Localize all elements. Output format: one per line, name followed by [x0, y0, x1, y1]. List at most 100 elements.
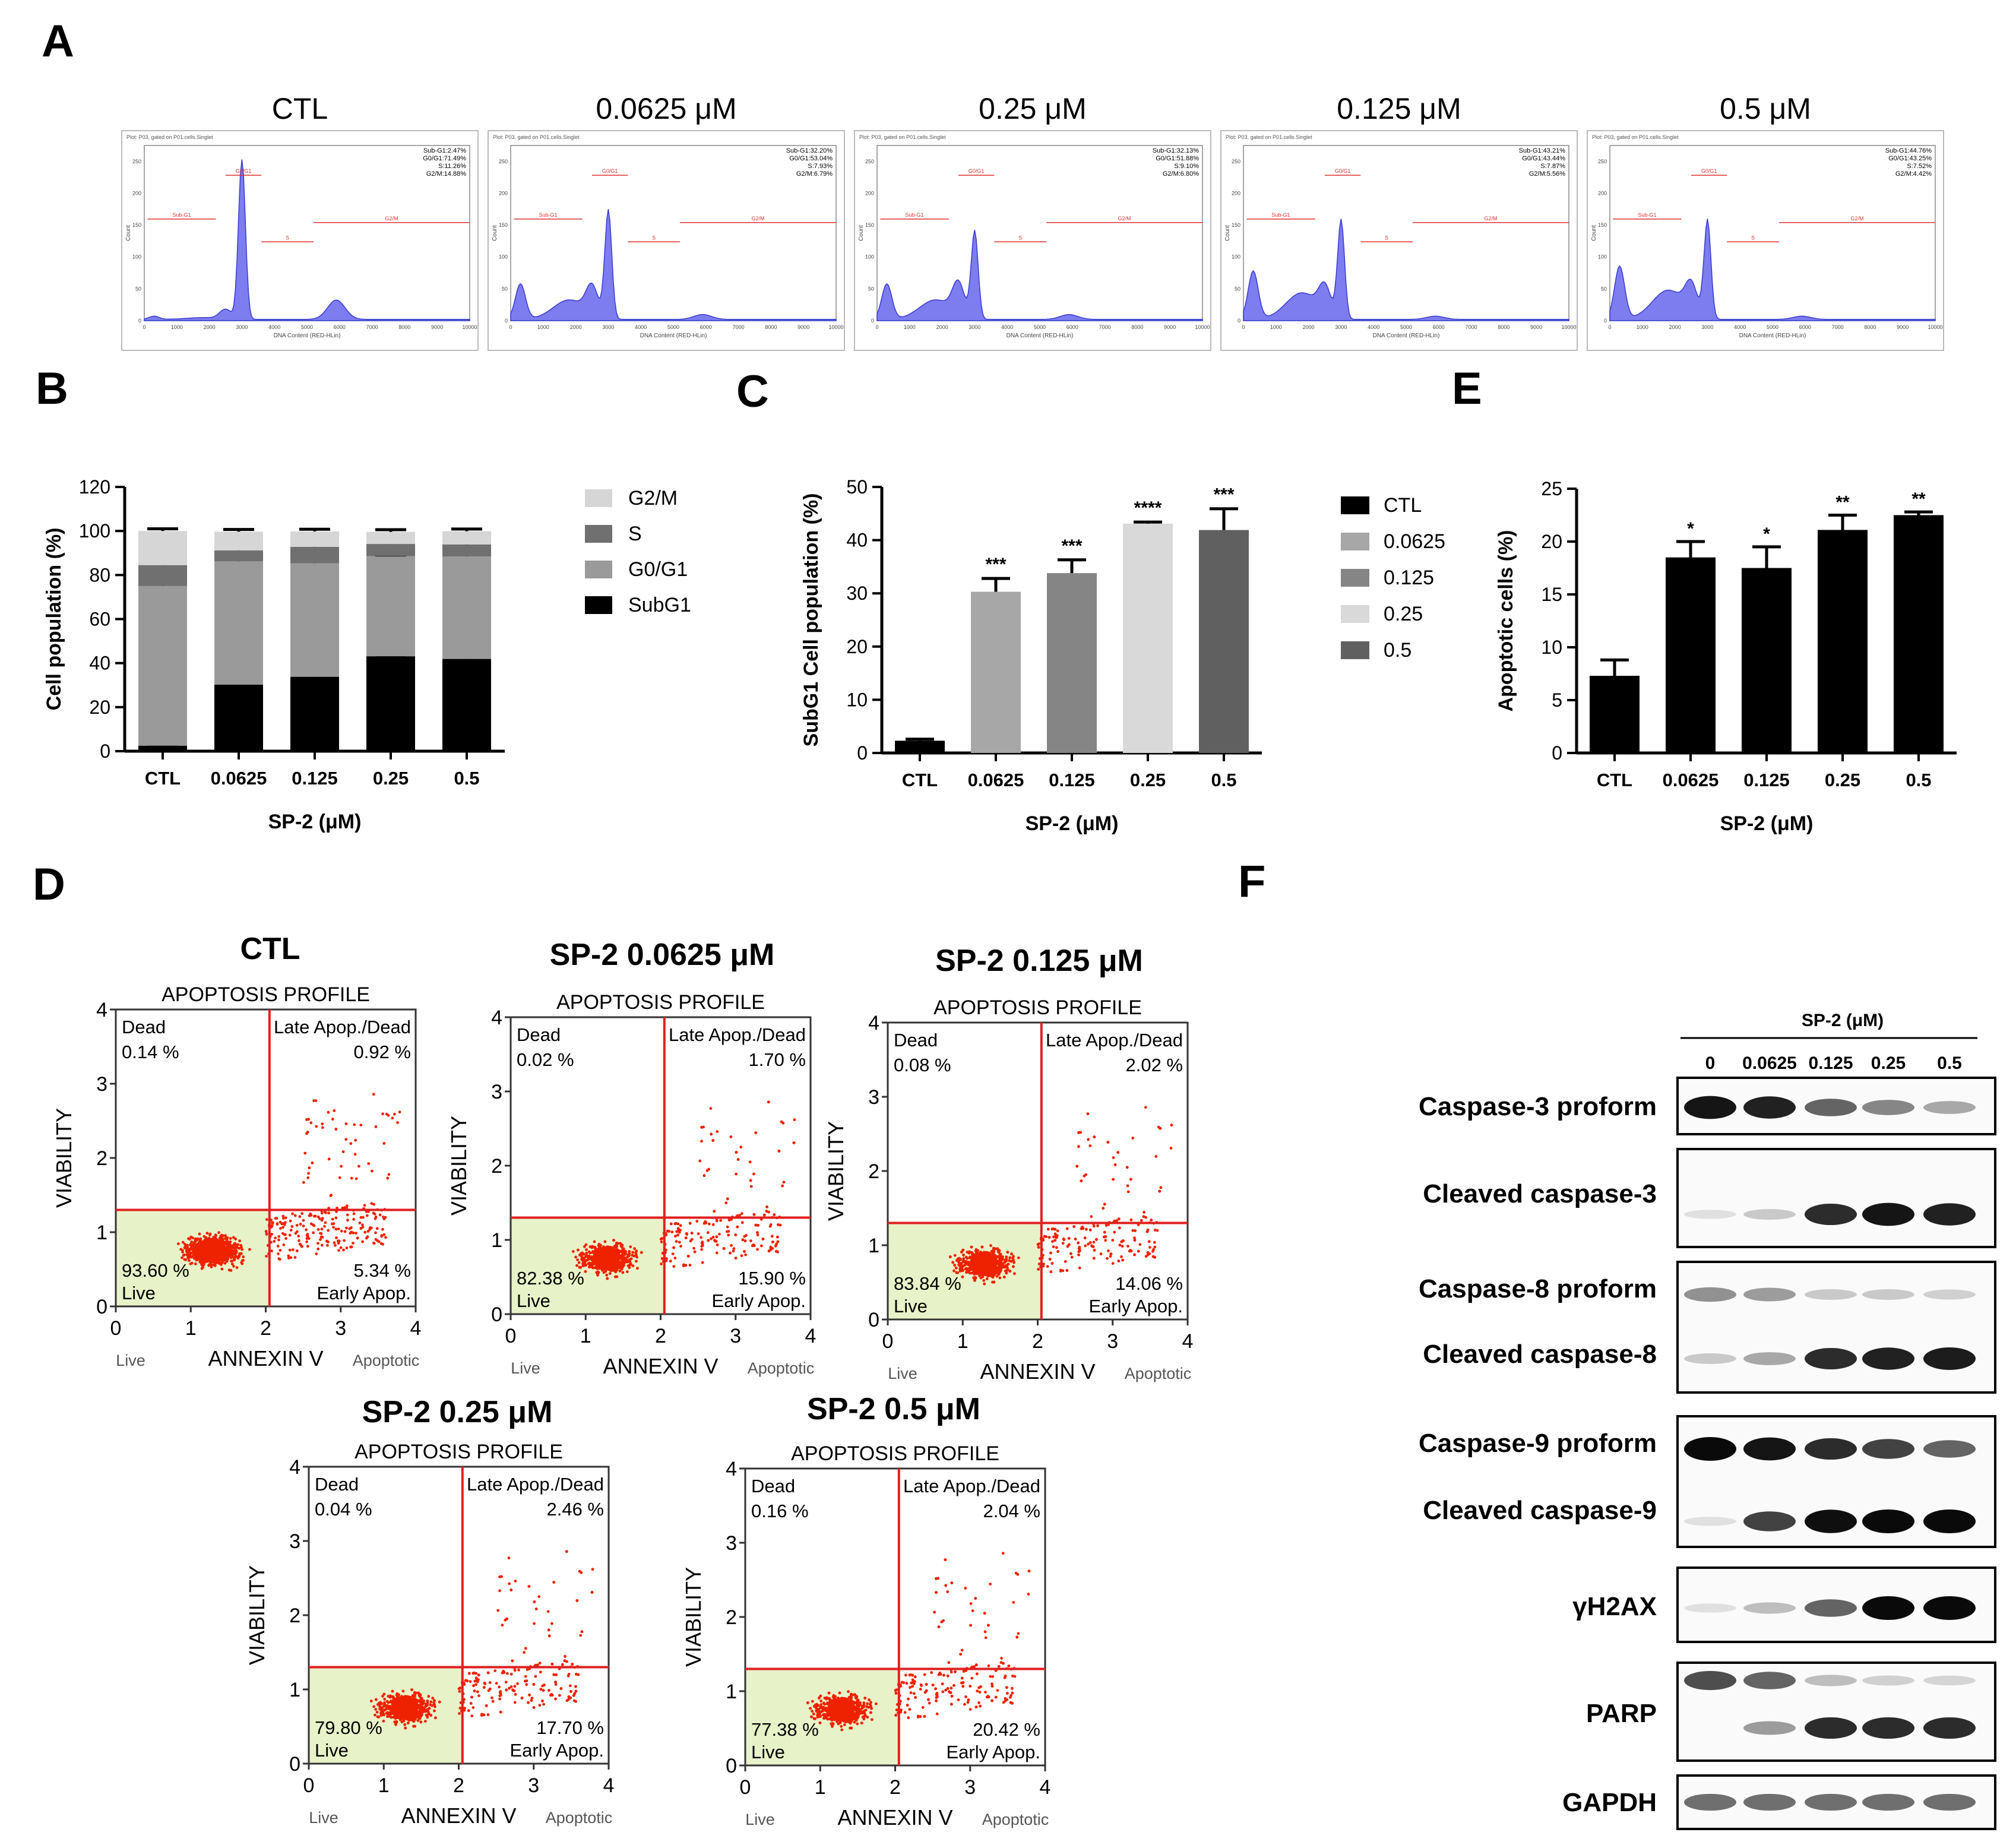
- event-dot: [969, 1266, 972, 1270]
- live-quadrant-fill: [511, 1217, 664, 1314]
- event-dot: [704, 1220, 707, 1223]
- event-dot: [1005, 1257, 1008, 1261]
- legend-swatch: [1341, 641, 1369, 659]
- event-dot: [1103, 1202, 1106, 1206]
- event-dot: [226, 1253, 229, 1257]
- event-dot: [214, 1256, 217, 1259]
- x-tick-label: CTL: [1597, 770, 1632, 790]
- event-dot: [770, 1235, 774, 1238]
- event-dot: [349, 1232, 352, 1235]
- event-dot: [1140, 1219, 1143, 1222]
- event-dot: [1133, 1236, 1136, 1240]
- event-dot: [711, 1139, 715, 1142]
- histogram-stat: Sub-G1:32.20%: [786, 147, 833, 154]
- bar: [971, 591, 1021, 753]
- y-tick-label: 60: [89, 609, 110, 630]
- event-dot: [1075, 1164, 1079, 1168]
- event-dot: [331, 1217, 334, 1221]
- histogram-x-tick: 2000: [1669, 324, 1681, 330]
- event-dot: [749, 1179, 752, 1182]
- event-dot: [1036, 1243, 1040, 1246]
- y-tick-label: 0: [491, 1303, 502, 1326]
- event-dot: [599, 1252, 603, 1255]
- histogram-y-tick: 100: [1598, 254, 1607, 260]
- event-dot: [313, 1214, 316, 1218]
- event-dot: [223, 1261, 227, 1265]
- gate-label: S: [652, 235, 656, 240]
- event-dot: [613, 1251, 616, 1254]
- event-dot: [982, 1270, 986, 1273]
- event-dot: [393, 1112, 396, 1116]
- y-tick-label: 1: [868, 1235, 879, 1257]
- event-dot: [771, 1240, 774, 1243]
- histogram-x-tick: 8000: [398, 324, 410, 330]
- histogram-y-tick: 250: [132, 159, 141, 164]
- event-dot: [1133, 1239, 1137, 1242]
- event-dot: [709, 1107, 713, 1110]
- y-tick-label: 2: [96, 1147, 107, 1170]
- event-dot: [1106, 1257, 1109, 1260]
- event-dot: [971, 1252, 974, 1255]
- event-dot: [588, 1265, 591, 1269]
- event-dot: [985, 1277, 989, 1281]
- event-dot: [1111, 1239, 1115, 1242]
- histogram-x-tick: 3000: [969, 324, 980, 330]
- event-dot: [367, 1162, 371, 1165]
- gate-label: Sub-G1: [1272, 212, 1290, 218]
- event-dot: [685, 1232, 688, 1235]
- event-dot: [1005, 1266, 1009, 1269]
- event-dot: [669, 1259, 672, 1263]
- event-dot: [1065, 1269, 1069, 1272]
- histogram-stat: G2/M:6.80%: [1163, 170, 1199, 178]
- histogram-x-tick: 7000: [1099, 324, 1111, 330]
- event-dot: [629, 1245, 632, 1249]
- event-dot: [265, 1255, 268, 1258]
- event-dot: [660, 1237, 664, 1240]
- event-dot: [632, 1254, 636, 1258]
- histogram-x-tick: 5000: [667, 324, 679, 330]
- event-dot: [964, 1255, 968, 1259]
- histogram-x-tick: 5000: [1034, 324, 1046, 330]
- event-dot: [729, 1251, 732, 1255]
- histogram-x-tick: 4000: [1368, 324, 1379, 330]
- gate-label: Sub-G1: [906, 212, 924, 218]
- event-dot: [973, 1277, 977, 1280]
- event-dot: [734, 1233, 738, 1236]
- event-dot: [356, 1236, 359, 1240]
- event-dot: [1092, 1257, 1096, 1260]
- x-tick-label: 0.125: [1049, 770, 1095, 790]
- event-dot: [612, 1268, 615, 1272]
- quadrant-late-label: Late Apop./Dead: [669, 1024, 806, 1045]
- event-dot: [776, 1240, 780, 1243]
- event-dot: [748, 1160, 752, 1164]
- event-dot: [1092, 1240, 1096, 1244]
- x-tick-label: 0.0625: [211, 768, 267, 789]
- event-dot: [314, 1099, 318, 1102]
- event-dot: [968, 1256, 971, 1259]
- event-dot: [1006, 1251, 1009, 1254]
- event-dot: [293, 1214, 297, 1217]
- event-dot: [365, 1214, 369, 1217]
- histogram-x-tick: 1000: [904, 324, 916, 330]
- event-dot: [224, 1257, 227, 1260]
- quadrant-early-label: Early Apop.: [1088, 1296, 1183, 1316]
- y-axis-title: VIABILITY: [824, 1121, 848, 1221]
- event-dot: [214, 1234, 217, 1238]
- profile-title: APOPTOSIS PROFILE: [556, 991, 765, 1014]
- event-dot: [1074, 1238, 1077, 1241]
- y-axis-title: VIABILITY: [52, 1108, 76, 1208]
- event-dot: [1000, 1258, 1004, 1262]
- event-dot: [352, 1212, 356, 1216]
- event-dot: [700, 1126, 703, 1129]
- panel-label-e: E: [1452, 363, 1482, 414]
- event-dot: [308, 1166, 311, 1170]
- event-dot: [1017, 1256, 1020, 1259]
- x-tick-label: 3: [335, 1317, 346, 1340]
- event-dot: [208, 1245, 212, 1248]
- event-dot: [616, 1255, 619, 1258]
- event-dot: [1037, 1262, 1041, 1265]
- event-dot: [181, 1256, 183, 1259]
- event-dot: [736, 1158, 740, 1161]
- event-dot: [190, 1244, 194, 1247]
- event-dot: [593, 1266, 597, 1270]
